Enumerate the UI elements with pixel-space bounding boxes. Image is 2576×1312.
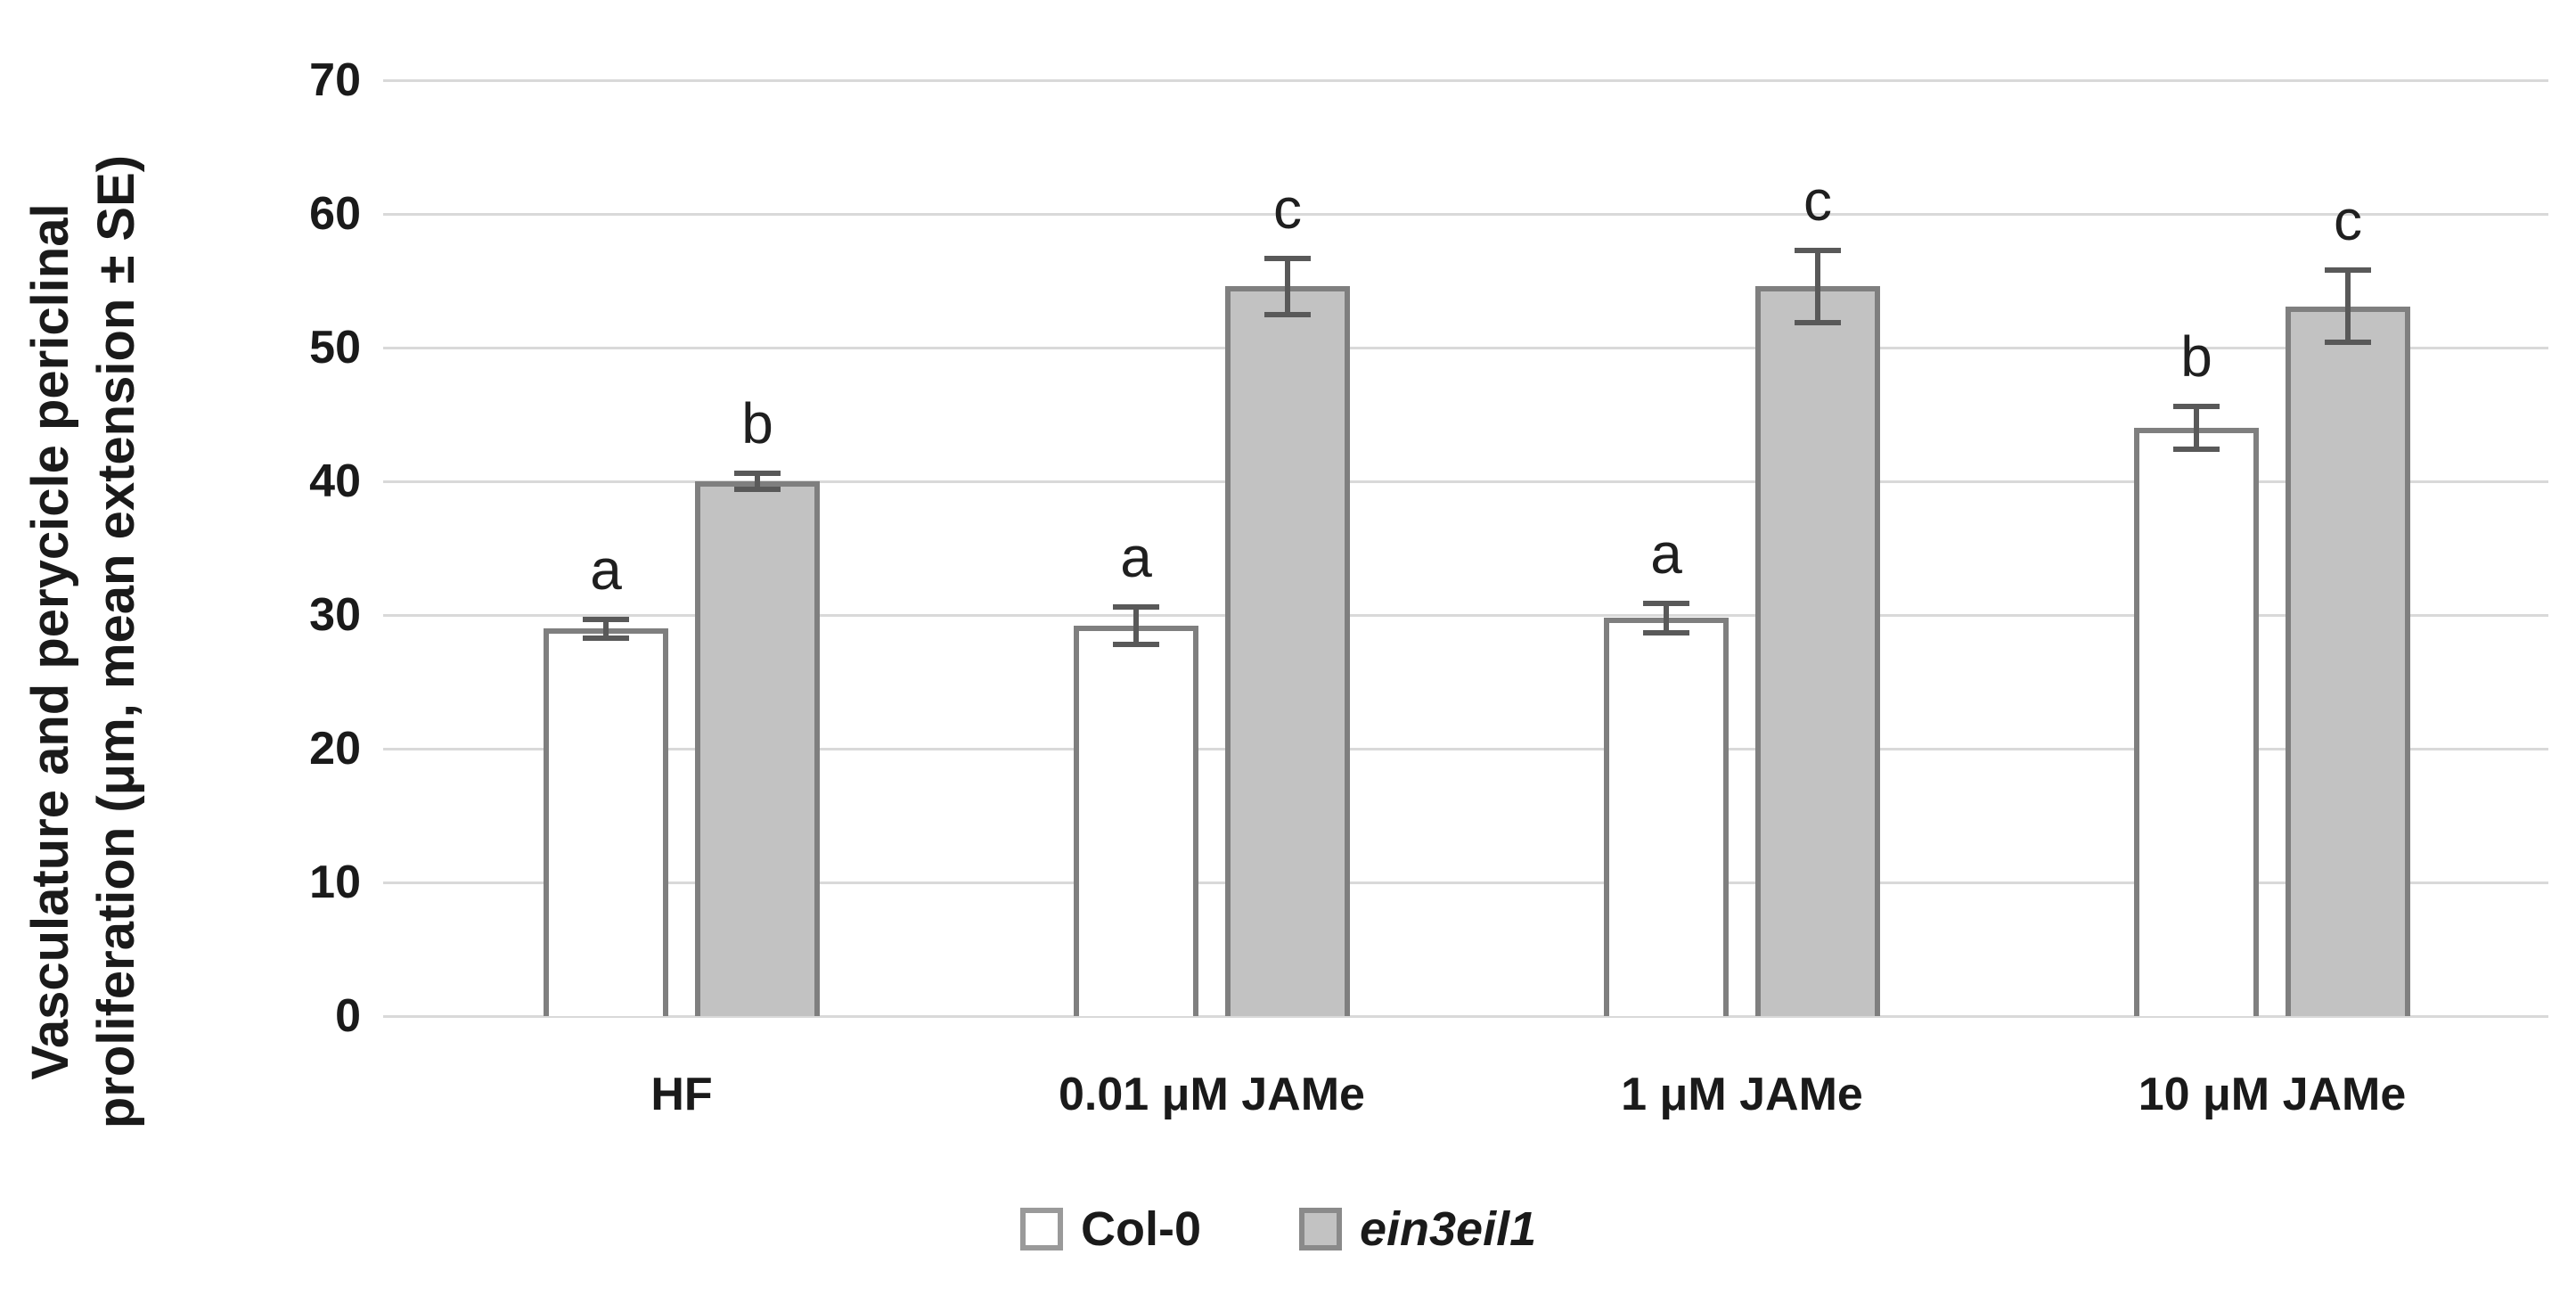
legend-label: ein3eil1 [1360, 1202, 1537, 1256]
legend-swatch-icon [1299, 1208, 1342, 1250]
significance-letter: b [2180, 324, 2212, 389]
error-bar-line [2194, 409, 2199, 447]
bar-ein3eil1-4 [2286, 306, 2410, 1016]
error-bar [1643, 600, 1689, 636]
y-tick-label: 40 [309, 455, 361, 507]
y-axis-title: Vasculature and perycicle periclinal pro… [18, 9, 150, 1275]
legend-item-Col-0: Col-0 [1020, 1205, 1201, 1253]
x-axis-label: 0.01 μM JAMe [1059, 1069, 1365, 1120]
significance-letter: c [1273, 176, 1302, 241]
y-axis-title-line2: proliferation (μm, mean extension ± SE) [87, 154, 146, 1129]
error-bar [2325, 267, 2371, 345]
error-bar [1264, 255, 1311, 317]
gridline-y30 [383, 614, 2548, 617]
error-bar [583, 616, 629, 641]
bar-ein3eil1-2 [1225, 286, 1350, 1016]
gridline-y70 [383, 79, 2548, 82]
error-bar-line [1133, 610, 1139, 642]
legend-item-ein3eil1: ein3eil1 [1299, 1205, 1536, 1253]
error-bar-line [755, 476, 760, 487]
error-bar-line [2345, 273, 2351, 340]
x-axis-label: 10 μM JAMe [2138, 1069, 2407, 1120]
y-tick-label: 70 [309, 54, 361, 106]
bar-Col-0-4 [2134, 428, 2259, 1016]
significance-letter: c [2334, 188, 2362, 252]
x-axis-label: HF [650, 1069, 713, 1120]
error-bar [2173, 404, 2220, 452]
bar-Col-0-1 [544, 628, 668, 1016]
significance-letter: c [1803, 168, 1832, 233]
x-axis-label: 1 μM JAMe [1621, 1069, 1863, 1120]
gridline-y50 [383, 347, 2548, 349]
y-tick-label: 20 [309, 723, 361, 775]
bar-ein3eil1-1 [695, 481, 820, 1016]
legend: Col-0 ein3eil1 [1020, 1205, 1536, 1253]
gridline-y0 [383, 1015, 2548, 1018]
y-tick-label: 10 [309, 857, 361, 908]
y-axis-title-line1: Vasculature and perycicle periclinal [21, 203, 79, 1080]
gridline-y20 [383, 748, 2548, 750]
significance-letter: b [741, 391, 773, 455]
significance-letter: a [590, 537, 622, 602]
significance-letter: a [1120, 525, 1152, 589]
error-bar [1795, 247, 1841, 325]
error-bar [1113, 604, 1159, 647]
bar-Col-0-3 [1604, 618, 1729, 1016]
y-tick-label: 50 [309, 322, 361, 373]
y-tick-label: 30 [309, 589, 361, 641]
gridline-y10 [383, 882, 2548, 884]
error-bar [734, 471, 781, 492]
error-bar-line [1285, 260, 1290, 312]
y-tick-label: 60 [309, 188, 361, 240]
legend-swatch-icon [1020, 1208, 1063, 1250]
error-bar-line [1815, 252, 1820, 320]
gridline-y60 [383, 213, 2548, 216]
significance-letter: a [1650, 521, 1682, 586]
gridline-y40 [383, 480, 2548, 483]
error-bar-line [603, 621, 609, 636]
y-tick-label: 0 [335, 990, 361, 1042]
error-bar-line [1664, 605, 1669, 630]
bar-ein3eil1-3 [1755, 286, 1880, 1016]
bar-Col-0-2 [1074, 626, 1198, 1016]
legend-label: Col-0 [1081, 1202, 1201, 1256]
